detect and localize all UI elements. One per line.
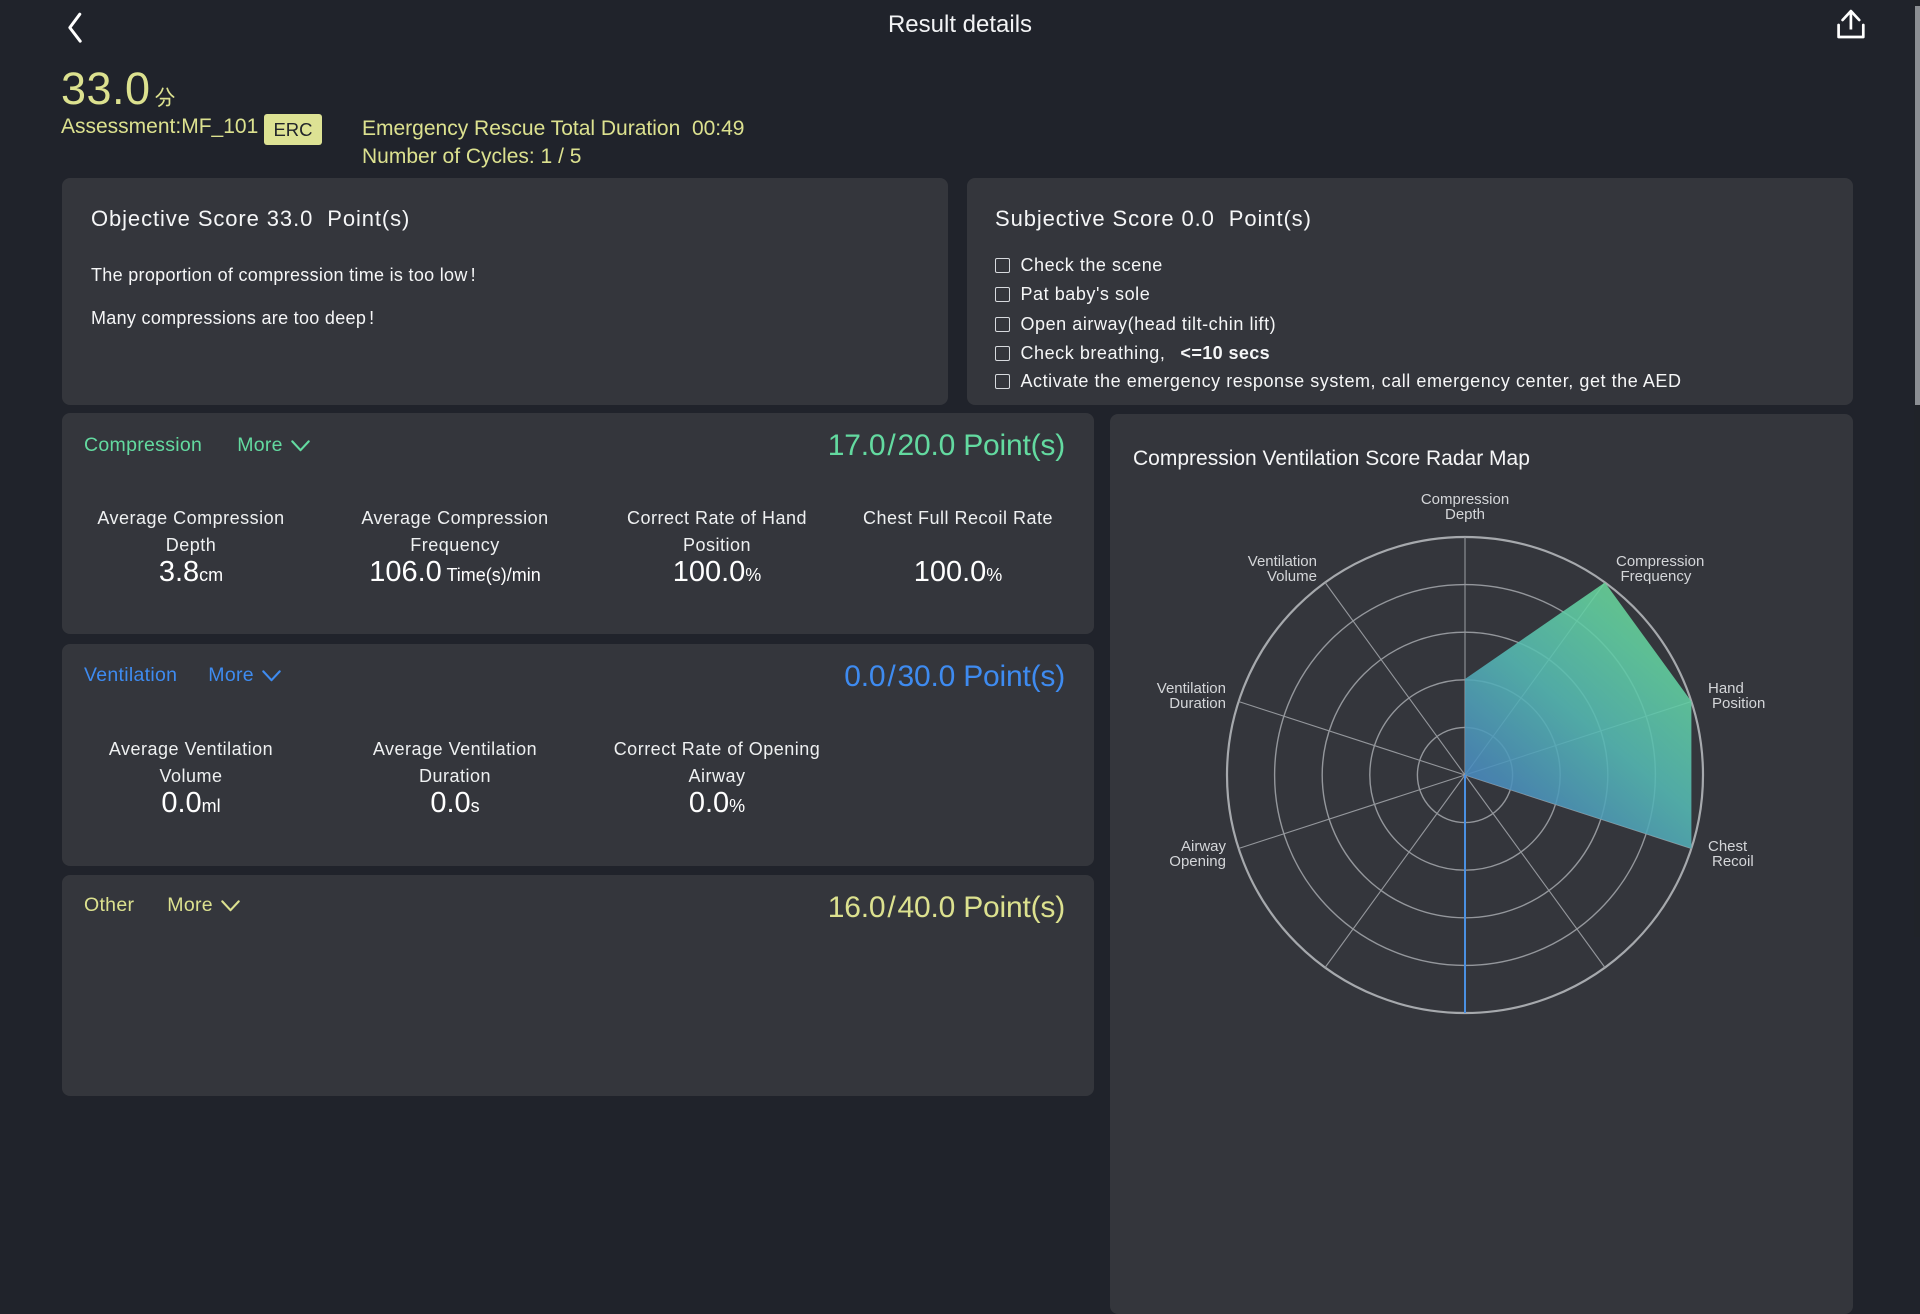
svg-text:Chest: Chest [1708,838,1748,855]
svg-text:Recoil: Recoil [1712,853,1754,870]
svg-text:Duration: Duration [1169,695,1226,712]
svg-text:Hand: Hand [1708,680,1744,697]
svg-text:Compression: Compression [1421,491,1509,508]
svg-text:Depth: Depth [1445,506,1485,523]
svg-text:Position: Position [1712,695,1765,712]
svg-text:Ventilation: Ventilation [1157,680,1226,697]
svg-text:Airway: Airway [1181,838,1227,855]
svg-text:Compression: Compression [1616,553,1704,570]
svg-text:Frequency: Frequency [1621,568,1692,585]
svg-text:Volume: Volume [1267,568,1317,585]
svg-text:Opening: Opening [1169,853,1226,870]
svg-text:Ventilation: Ventilation [1248,553,1317,570]
